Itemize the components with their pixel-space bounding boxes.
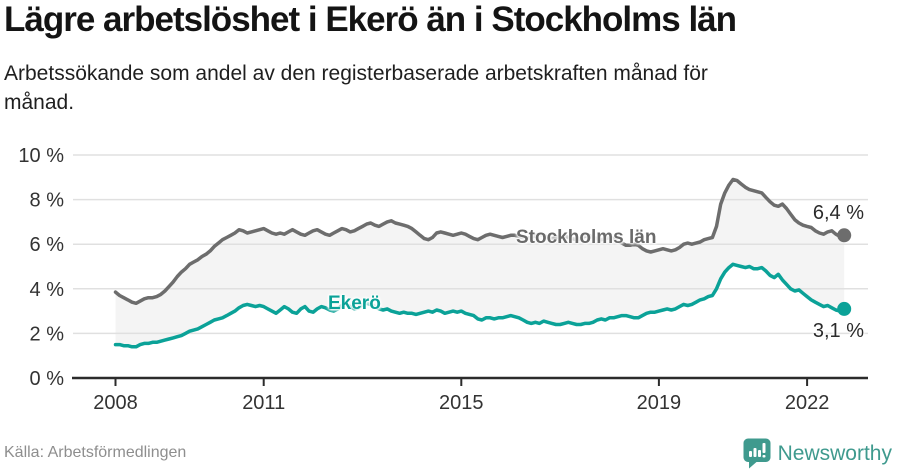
series-label-ekero: Ekerö (328, 293, 381, 314)
y-axis-tick-label: 2 % (30, 323, 65, 345)
source-note: Källa: Arbetsförmedlingen (4, 444, 187, 461)
series-end-dot-stockholms-l-n (837, 228, 852, 243)
series-label-stockholms-lan: Stockholms län (516, 227, 657, 248)
fill-between-area (115, 179, 845, 347)
newsworthy-icon (743, 438, 771, 469)
y-axis-tick-label: 8 % (30, 190, 65, 212)
x-axis-tick-label: 2022 (785, 392, 830, 414)
x-axis-tick-label: 2008 (93, 392, 138, 414)
x-axis-tick-label: 2015 (439, 392, 484, 414)
subtitle-line-1: Arbetssökande som andel av den registerb… (4, 62, 708, 85)
brand-logo: Newsworthy (743, 438, 892, 469)
page-title: Lägre arbetslöshet i Ekerö än i Stockhol… (4, 0, 737, 39)
x-axis-tick-label: 2011 (242, 392, 285, 414)
series-line-stockholms-l-n (113, 177, 846, 306)
brand-name: Newsworthy (777, 441, 892, 465)
x-axis-tick-label: 2019 (637, 392, 682, 414)
y-axis-tick-label: 10 % (18, 145, 64, 167)
y-axis-tick-label: 6 % (30, 234, 65, 256)
y-axis-tick-label: 4 % (30, 279, 65, 301)
series-end-dot-eker- (837, 301, 852, 316)
chart-subtitle: Arbetssökande som andel av den registerb… (4, 60, 708, 118)
y-axis-tick-label: 0 % (30, 368, 65, 390)
series-line-eker- (113, 262, 846, 349)
subtitle-line-2: månad. (4, 90, 75, 114)
end-value-label-ekero: 3,1 % (812, 320, 864, 342)
end-value-label-stockholms-lan: 6,4 % (812, 202, 864, 224)
